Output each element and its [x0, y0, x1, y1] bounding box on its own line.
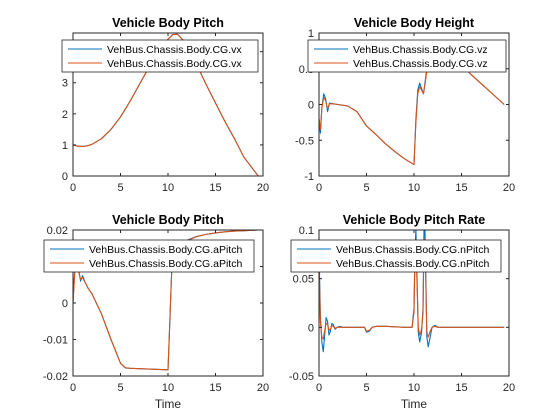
- y-tick-label: 0: [62, 171, 68, 183]
- y-tick-label: 1: [308, 28, 314, 40]
- y-tick-label: 0: [308, 322, 314, 334]
- y-tick-label: -1: [304, 171, 314, 183]
- legend-entry-label: VehBus.Chassis.Body.CG.aPitch: [89, 258, 242, 270]
- legend-entry-label: VehBus.Chassis.Body.CG.nPitch: [336, 244, 489, 256]
- chart-title: Vehicle Body Pitch: [112, 213, 224, 227]
- chart-title: Vehicle Body Pitch Rate: [343, 213, 485, 227]
- y-tick-label: 0.02: [47, 225, 68, 237]
- x-tick-label: 10: [162, 382, 174, 394]
- x-tick-label: 15: [455, 182, 467, 194]
- legend-box: [61, 39, 259, 73]
- legend: VehBus.Chassis.Body.CG.vz VehBus.Chassis.…: [307, 39, 507, 73]
- chart-title: Vehicle Body Pitch: [112, 16, 224, 30]
- y-tick-label: 0: [308, 100, 314, 112]
- y-tick-label: 2: [62, 109, 68, 121]
- x-tick-label: 15: [209, 182, 221, 194]
- x-tick-label: 10: [408, 182, 420, 194]
- x-tick-label: 0: [316, 182, 322, 194]
- legend-entry-label: VehBus.Chassis.Body.CG.vz: [353, 58, 488, 70]
- y-tick-label: -0.02: [43, 371, 68, 383]
- x-tick-label: 20: [257, 382, 269, 394]
- legend-entry-label: VehBus.Chassis.Body.CG.aPitch: [89, 244, 242, 256]
- legend-entry-label: VehBus.Chassis.Body.CG.nPitch: [336, 258, 489, 270]
- x-axis-label: Time: [155, 397, 182, 411]
- legend-box: [307, 39, 507, 73]
- x-tick-label: 10: [408, 382, 420, 394]
- x-tick-label: 20: [503, 182, 515, 194]
- chart-panel-1: 0510152001234Vehicle Body PitchVehBus.Ch…: [61, 16, 269, 194]
- series-line-orange: [73, 230, 259, 371]
- x-axis-label: Time: [401, 397, 428, 411]
- legend: VehBus.Chassis.Body.CG.aPitch VehBus.Chas…: [43, 239, 255, 273]
- legend-box: [290, 239, 502, 273]
- y-tick-label: -0.05: [289, 371, 314, 383]
- x-tick-label: 20: [503, 382, 515, 394]
- x-tick-label: 10: [162, 182, 174, 194]
- legend-entry-label: VehBus.Chassis.Body.CG.vz: [353, 44, 488, 56]
- y-tick-label: -0.5: [295, 135, 314, 147]
- y-tick-label: -0.01: [43, 335, 68, 347]
- x-tick-label: 0: [316, 382, 322, 394]
- x-tick-label: 5: [363, 182, 369, 194]
- legend: VehBus.Chassis.Body.CG.vx VehBus.Chassis.…: [61, 39, 259, 73]
- x-tick-label: 5: [363, 382, 369, 394]
- legend: VehBus.Chassis.Body.CG.nPitch VehBus.Chas…: [290, 239, 502, 273]
- y-tick-label: 0: [62, 298, 68, 310]
- x-tick-label: 15: [209, 382, 221, 394]
- y-tick-label: 3: [62, 78, 68, 90]
- x-tick-label: 5: [117, 382, 123, 394]
- x-tick-label: 0: [70, 182, 76, 194]
- y-tick-label: 1: [62, 140, 68, 152]
- series-line-orange: [319, 239, 505, 340]
- x-tick-label: 15: [455, 382, 467, 394]
- legend-entry-label: VehBus.Chassis.Body.CG.vx: [107, 58, 242, 70]
- y-tick-label: 0.1: [299, 225, 314, 237]
- legend-entry-label: VehBus.Chassis.Body.CG.vx: [107, 44, 242, 56]
- y-tick-label: 0.05: [293, 274, 314, 286]
- x-tick-label: 20: [257, 182, 269, 194]
- legend-box: [43, 239, 255, 273]
- x-tick-label: 5: [117, 182, 123, 194]
- x-tick-label: 0: [70, 382, 76, 394]
- chart-title: Vehicle Body Height: [354, 16, 475, 30]
